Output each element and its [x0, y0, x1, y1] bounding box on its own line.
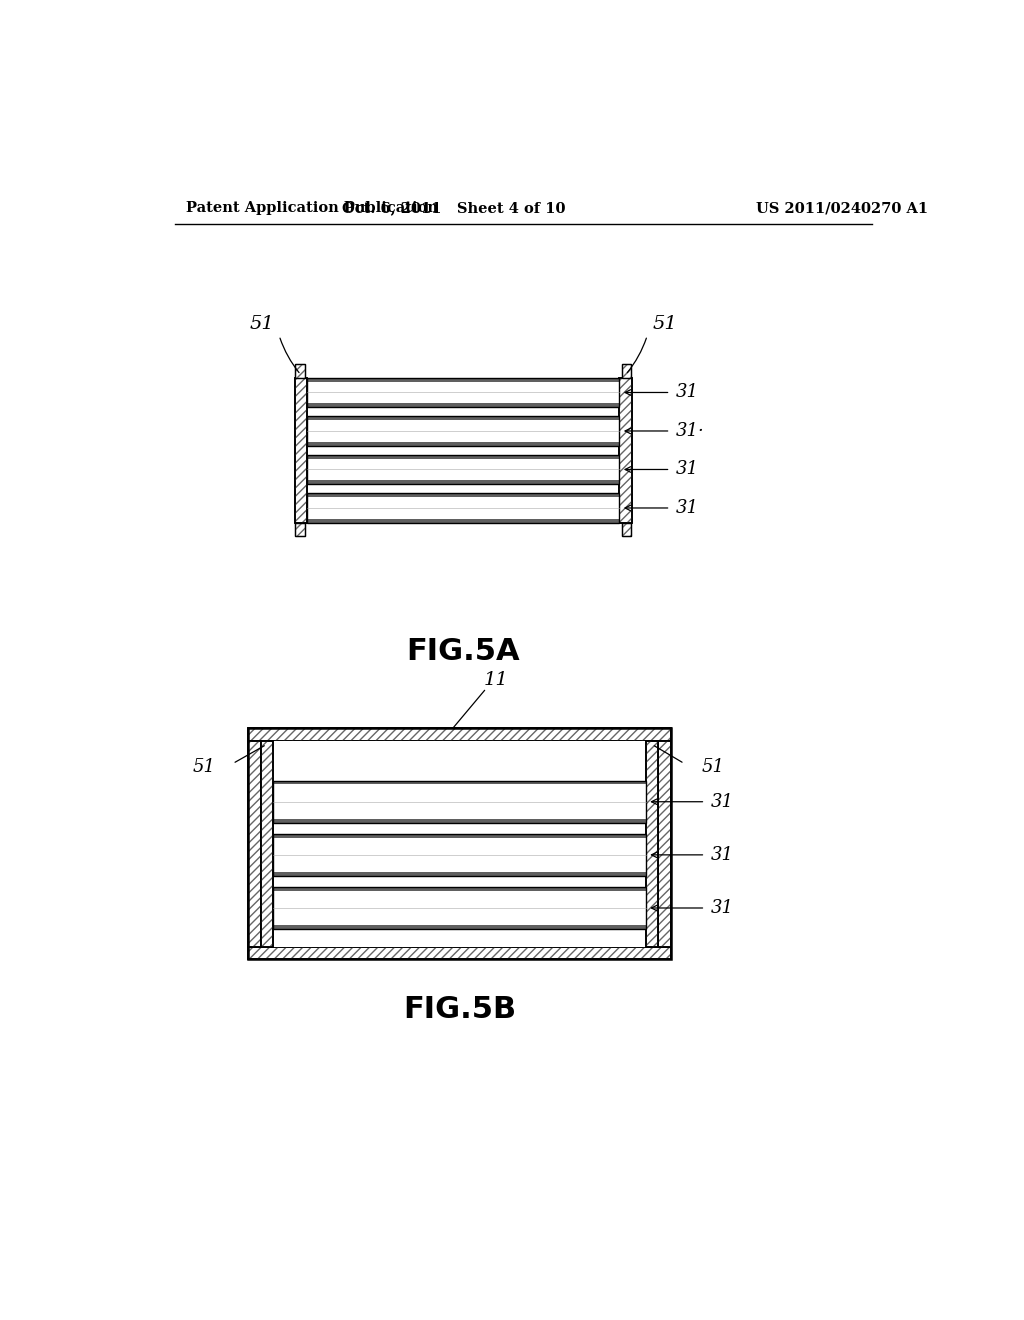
Bar: [295, 378, 307, 523]
Bar: [248, 729, 671, 741]
Bar: [260, 741, 273, 946]
Text: FIG.5B: FIG.5B: [402, 995, 516, 1024]
Bar: [307, 420, 620, 442]
Bar: [622, 523, 631, 536]
Text: 51: 51: [193, 759, 216, 776]
Bar: [658, 741, 671, 946]
Bar: [307, 455, 620, 484]
Text: 31: 31: [676, 499, 699, 517]
Bar: [307, 378, 620, 381]
Bar: [658, 741, 671, 946]
Bar: [646, 741, 658, 946]
Bar: [307, 404, 620, 407]
Bar: [273, 818, 646, 822]
Bar: [307, 459, 620, 480]
Text: 51: 51: [701, 759, 725, 776]
Bar: [260, 741, 273, 946]
Bar: [273, 887, 646, 891]
Bar: [622, 523, 631, 536]
Bar: [273, 887, 646, 929]
Bar: [622, 523, 631, 536]
Bar: [295, 523, 305, 536]
Bar: [260, 741, 273, 946]
Bar: [273, 891, 646, 925]
Bar: [273, 784, 646, 818]
Bar: [273, 925, 646, 929]
Bar: [307, 416, 620, 446]
Bar: [273, 834, 646, 838]
Bar: [646, 741, 658, 946]
Bar: [622, 364, 631, 378]
Bar: [307, 519, 620, 523]
Bar: [622, 364, 631, 378]
Text: 51: 51: [250, 315, 274, 333]
Text: 31·: 31·: [676, 422, 705, 440]
Bar: [295, 364, 305, 378]
Bar: [248, 729, 671, 741]
Bar: [248, 741, 260, 946]
Bar: [307, 381, 620, 404]
Bar: [622, 364, 631, 378]
Bar: [248, 946, 671, 960]
Bar: [295, 523, 305, 536]
Bar: [307, 378, 620, 407]
Bar: [273, 834, 646, 876]
Bar: [307, 442, 620, 446]
Bar: [295, 378, 307, 523]
Text: 31: 31: [711, 793, 734, 810]
Bar: [295, 523, 305, 536]
Text: 31: 31: [676, 461, 699, 478]
Bar: [295, 378, 307, 523]
Bar: [248, 729, 671, 741]
Text: 31: 31: [711, 899, 734, 917]
Bar: [248, 741, 260, 946]
Bar: [658, 741, 671, 946]
Bar: [273, 780, 646, 784]
Bar: [620, 378, 632, 523]
Bar: [260, 741, 658, 946]
Text: 51: 51: [652, 315, 678, 333]
Bar: [248, 946, 671, 960]
Bar: [248, 741, 260, 946]
Bar: [295, 364, 305, 378]
Bar: [307, 416, 620, 420]
Bar: [307, 494, 620, 498]
Text: 31: 31: [711, 846, 734, 863]
Text: 11: 11: [484, 672, 509, 689]
Text: Oct. 6, 2011   Sheet 4 of 10: Oct. 6, 2011 Sheet 4 of 10: [342, 202, 565, 215]
Bar: [307, 498, 620, 519]
Bar: [620, 378, 632, 523]
Bar: [248, 946, 671, 960]
Bar: [273, 837, 646, 873]
Bar: [307, 494, 620, 523]
Text: FIG.5A: FIG.5A: [407, 636, 520, 665]
Bar: [248, 729, 671, 960]
Text: US 2011/0240270 A1: US 2011/0240270 A1: [756, 202, 928, 215]
Text: 31: 31: [676, 384, 699, 401]
Bar: [646, 741, 658, 946]
Text: Patent Application Publication: Patent Application Publication: [186, 202, 438, 215]
Bar: [307, 480, 620, 484]
Bar: [273, 780, 646, 822]
Bar: [295, 364, 305, 378]
Bar: [307, 455, 620, 459]
Bar: [273, 873, 646, 876]
Bar: [620, 378, 632, 523]
